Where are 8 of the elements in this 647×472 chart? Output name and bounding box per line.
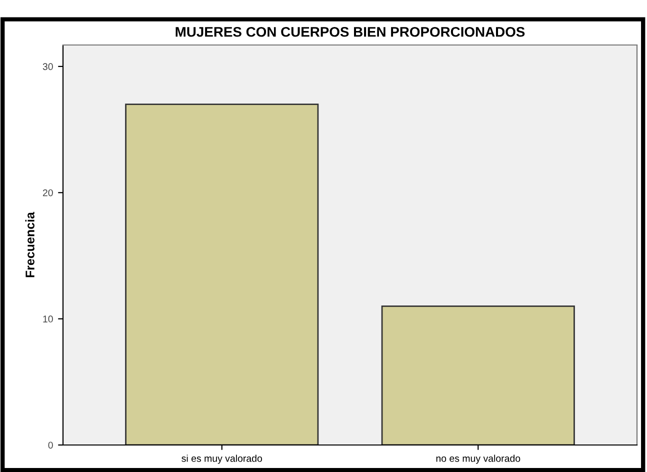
y-tick-label: 0 <box>48 442 53 449</box>
y-tick-label: 20 <box>42 189 53 196</box>
chart-title: MUJERES CON CUERPOS BIEN PROPORCIONADOS <box>176 26 525 37</box>
y-tick-label: 30 <box>42 63 53 70</box>
y-axis-title: Frecuencia <box>25 212 34 278</box>
x-tick-label: no es muy valorado <box>436 454 520 464</box>
x-tick-label: si es muy valorado <box>182 454 262 464</box>
y-tick-label: 10 <box>43 316 53 322</box>
